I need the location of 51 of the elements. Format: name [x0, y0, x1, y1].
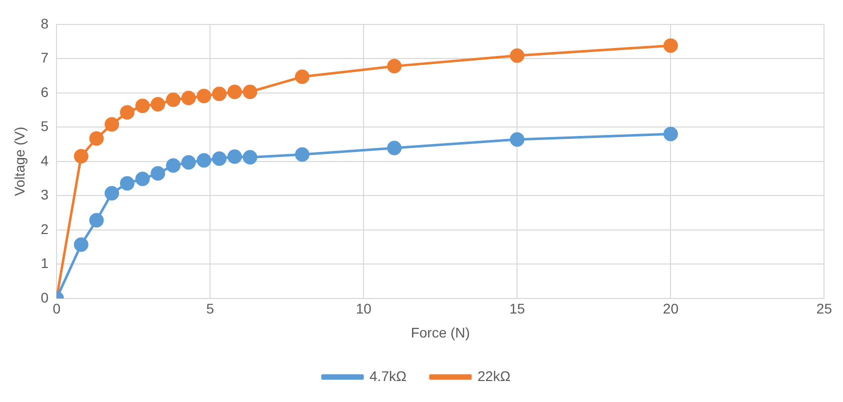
x-tick-label: 15: [509, 300, 526, 317]
point: [166, 158, 181, 173]
point: [387, 58, 402, 74]
point: [294, 70, 310, 84]
point: [242, 150, 258, 165]
legend-label: 22kΩ: [477, 368, 510, 384]
y-tick-label: 2: [40, 220, 49, 237]
point: [89, 131, 104, 146]
point: [74, 149, 88, 164]
point: [196, 153, 212, 168]
point: [166, 92, 181, 107]
point: [104, 186, 120, 201]
y-tick-label: 0: [40, 289, 49, 306]
x-tick-label: 0: [52, 300, 61, 317]
point: [104, 117, 120, 132]
x-tick-label: 5: [206, 300, 214, 317]
legend-label: 4.7kΩ: [370, 368, 406, 384]
x-tick-label: 25: [816, 300, 832, 317]
point: [89, 213, 104, 228]
point: [510, 48, 524, 63]
y-tick-label: 5: [40, 118, 49, 134]
point: [181, 155, 196, 170]
point: [135, 98, 150, 114]
y-tick-label: 8: [40, 15, 49, 32]
point: [150, 166, 166, 181]
point: [212, 151, 227, 166]
y-axis-title: Voltage (V): [11, 126, 28, 196]
point: [387, 140, 402, 156]
point: [242, 84, 258, 100]
y-tick-label: 6: [40, 84, 49, 100]
point: [663, 38, 678, 53]
y-tick-label: 1: [40, 255, 49, 272]
x-axis-title: Force (N): [410, 324, 470, 340]
point: [135, 172, 150, 186]
point: [227, 149, 242, 164]
point: [196, 88, 212, 104]
point: [212, 86, 227, 102]
point: [294, 147, 310, 162]
point: [74, 237, 88, 252]
point: [510, 132, 524, 147]
point: [227, 84, 242, 100]
y-tick-label: 7: [40, 50, 49, 66]
point: [663, 126, 678, 142]
x-tick-label: 10: [356, 300, 372, 317]
point: [181, 90, 196, 106]
point: [120, 176, 134, 191]
y-tick-label: 3: [40, 186, 49, 203]
y-tick-label: 4: [40, 152, 49, 168]
point: [120, 105, 134, 120]
x-tick-label: 20: [662, 300, 679, 317]
point: [150, 96, 166, 112]
